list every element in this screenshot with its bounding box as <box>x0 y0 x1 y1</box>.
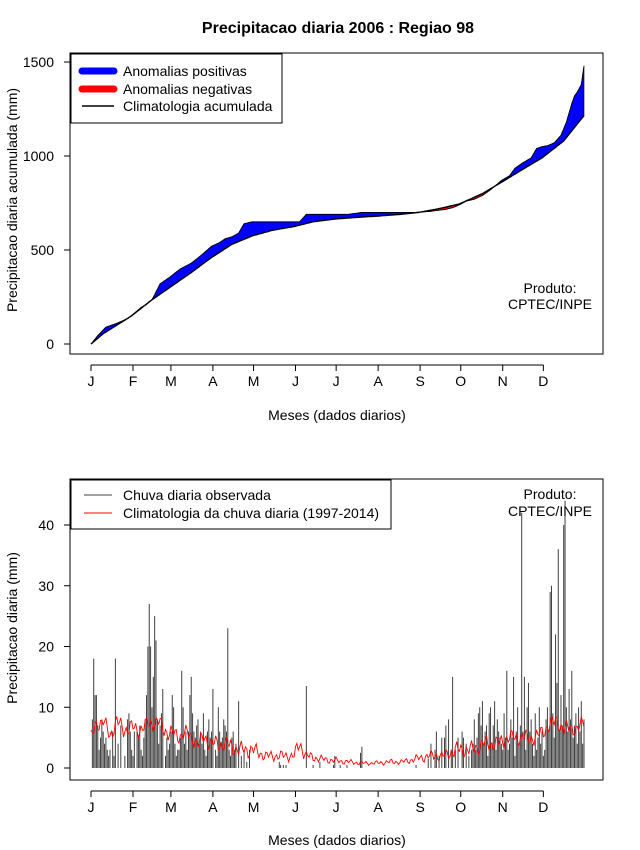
top-x-tick-label-0: J <box>88 373 95 389</box>
top-y-axis: 0 500 1000 1500 <box>23 54 70 352</box>
bottom-x-tick-label-4: M <box>248 799 260 815</box>
top-x-tick-label-9: O <box>455 373 466 389</box>
top-plot-frame <box>69 52 604 355</box>
bottom-y-axis-label: Precipitacao diaria (mm) <box>4 552 20 704</box>
positive-anomaly-area-4 <box>151 211 421 301</box>
positive-anomaly-area-6 <box>494 65 585 187</box>
bottom-y-tick-label-10: 10 <box>38 699 54 715</box>
top-legend: Anomalias positivas Anomalias negativas … <box>70 53 283 124</box>
bottom-x-tick-label-5: J <box>292 799 299 815</box>
top-panel: 0 500 1000 1500 J F M A M J J A S O N D Precipitacao d… <box>4 52 604 423</box>
top-x-tick-label-3: A <box>208 373 218 389</box>
bottom-plot-frame <box>69 478 604 781</box>
bottom-x-tick-label-0: J <box>88 799 95 815</box>
climatology-accumulated-line <box>90 115 585 345</box>
bottom-x-tick-label-3: A <box>208 799 218 815</box>
top-product-label: Produto: <box>524 280 577 296</box>
bottom-x-tick-label-7: A <box>373 799 383 815</box>
chart-title: Precipitacao diaria 2006 : Regiao 98 <box>202 20 474 37</box>
top-y-tick-label-1500: 1500 <box>23 54 54 70</box>
top-x-axis-label: Meses (dados diarios) <box>268 407 406 423</box>
top-x-tick-label-10: N <box>498 373 508 389</box>
bottom-legend-box <box>70 479 392 530</box>
bottom-x-tick-label-8: S <box>415 799 424 815</box>
legend-label-daily-climatology: Climatologia da chuva diaria (1997-2014) <box>123 505 379 521</box>
bottom-y-tick-label-30: 30 <box>38 578 54 594</box>
top-y-tick-label-1000: 1000 <box>23 148 54 164</box>
bottom-legend: Chuva diaria observada Climatologia da c… <box>70 479 392 530</box>
top-x-tick-label-4: M <box>248 373 260 389</box>
daily-climatology-line <box>90 715 585 767</box>
bottom-y-tick-label-0: 0 <box>46 760 54 776</box>
legend-label-positive: Anomalias positivas <box>123 63 247 79</box>
top-x-tick-label-1: F <box>129 373 138 389</box>
bottom-data-layer <box>90 500 585 768</box>
legend-label-climatology: Climatologia acumulada <box>123 98 273 114</box>
top-x-tick-label-6: J <box>333 373 340 389</box>
bottom-product-source: CPTEC/INPE <box>508 503 592 519</box>
bottom-y-tick-label-20: 20 <box>38 639 54 655</box>
top-y-tick-label-0: 0 <box>46 336 54 352</box>
bottom-x-axis-label: Meses (dados diarios) <box>268 832 406 848</box>
top-x-tick-label-2: M <box>165 373 177 389</box>
bottom-x-tick-label-9: O <box>455 799 466 815</box>
top-x-tick-label-5: J <box>292 373 299 389</box>
top-y-tick-label-500: 500 <box>31 242 55 258</box>
bottom-y-tick-label-40: 40 <box>38 517 54 533</box>
bottom-x-tick-label-1: F <box>129 799 138 815</box>
bottom-x-tick-label-10: N <box>498 799 508 815</box>
bottom-x-tick-label-6: J <box>333 799 340 815</box>
bottom-panel: 0 10 20 30 40 J F M A M J J A S O N D Precipitacao diar… <box>4 478 604 848</box>
top-x-tick-label-11: D <box>538 373 548 389</box>
top-product-source: CPTEC/INPE <box>508 296 592 312</box>
negative-anomaly-area-5 <box>421 186 494 213</box>
bottom-y-axis: 0 10 20 30 40 <box>38 517 70 776</box>
bottom-x-tick-label-11: D <box>538 799 548 815</box>
top-data-layer <box>90 65 585 345</box>
top-x-tick-label-7: A <box>373 373 383 389</box>
legend-label-negative: Anomalias negativas <box>123 81 252 97</box>
observed-accumulated-line <box>90 65 585 345</box>
bottom-product-label: Produto: <box>524 486 577 502</box>
legend-label-observed: Chuva diaria observada <box>123 487 271 503</box>
top-y-axis-label: Precipitacao diaria acumulada (mm) <box>4 88 20 312</box>
bottom-x-tick-label-2: M <box>165 799 177 815</box>
top-x-tick-label-8: S <box>415 373 424 389</box>
